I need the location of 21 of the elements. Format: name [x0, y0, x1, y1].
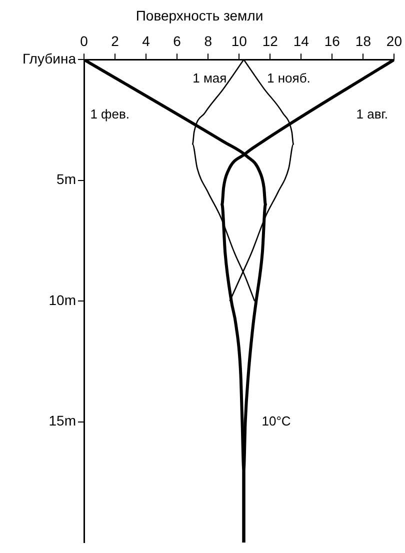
annotation: 10°C — [262, 413, 291, 428]
x-tick-label: 20 — [386, 33, 402, 50]
x-tick-label: 4 — [142, 33, 150, 50]
x-tick-label: 2 — [111, 33, 120, 50]
x-tick-label: 0 — [80, 33, 88, 50]
y-tick-label: 15m — [48, 412, 76, 429]
series-label: 1 фев. — [90, 106, 130, 122]
y-tick-label: 10m — [48, 292, 76, 308]
series-label: 1 авг. — [356, 106, 388, 122]
x-tick-label: 6 — [173, 33, 182, 50]
chart-title: Поверхность земли — [136, 7, 264, 24]
x-tick-label: 16 — [324, 33, 340, 50]
y-tick-label: Глубина — [22, 50, 76, 66]
x-tick-label: 12 — [262, 33, 278, 50]
x-tick-label: 18 — [355, 33, 372, 50]
y-tick-label: 5m — [56, 171, 76, 188]
series-label: 1 мая — [192, 70, 227, 86]
x-tick-label: 10 — [231, 33, 248, 50]
series-label: 1 нояб. — [267, 70, 310, 86]
x-tick-label: 14 — [293, 33, 310, 50]
x-tick-label: 8 — [204, 33, 212, 50]
